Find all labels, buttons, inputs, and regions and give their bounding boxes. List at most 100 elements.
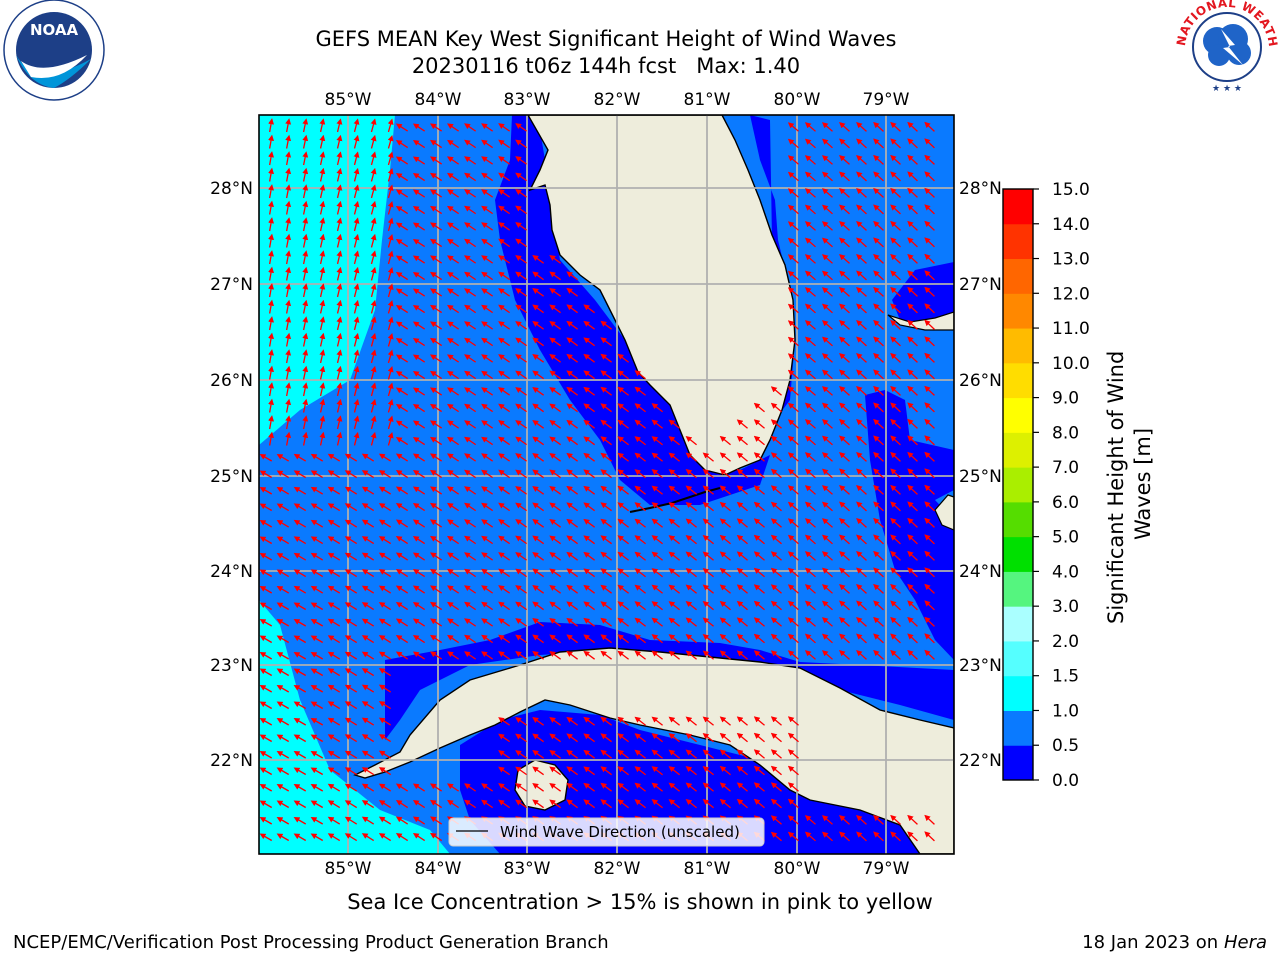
- wind-wave-arrow: [890, 501, 901, 512]
- wind-wave-arrow: [336, 299, 343, 314]
- wind-wave-arrow: [924, 204, 935, 215]
- wind-wave-arrow: [285, 118, 292, 133]
- wind-wave-arrow: [787, 534, 799, 545]
- wind-wave-arrow: [302, 415, 309, 430]
- wind-wave-arrow: [856, 154, 867, 165]
- wind-wave-arrow: [821, 468, 833, 479]
- wind-wave-arrow: [353, 431, 360, 446]
- wind-wave-arrow: [319, 233, 326, 248]
- wind-wave-arrow: [549, 370, 562, 380]
- wind-wave-arrow: [549, 485, 562, 495]
- wind-wave-arrow: [447, 552, 460, 561]
- wind-wave-arrow: [344, 470, 358, 479]
- wind-wave-arrow: [498, 321, 511, 330]
- wind-wave-arrow: [532, 552, 545, 561]
- wind-wave-arrow: [804, 468, 816, 479]
- wind-wave-arrow: [856, 517, 867, 528]
- wind-wave-arrow: [353, 332, 360, 347]
- wind-wave-arrow: [821, 369, 833, 380]
- wind-wave-arrow: [429, 321, 443, 330]
- wind-wave-arrow: [856, 204, 867, 215]
- wind-wave-arrow: [924, 237, 935, 248]
- wind-wave-arrow: [890, 286, 901, 297]
- wind-wave-arrow: [319, 431, 326, 446]
- wind-wave-arrow: [873, 286, 884, 297]
- wind-wave-arrow: [873, 352, 884, 363]
- lon-label: 80°W: [774, 90, 821, 110]
- wind-wave-arrow: [924, 517, 935, 528]
- wind-wave-arrow: [515, 502, 528, 512]
- wind-wave-arrow: [481, 222, 494, 231]
- wind-wave-arrow: [370, 233, 377, 248]
- wind-wave-arrow: [821, 270, 833, 281]
- wind-wave-arrow: [839, 336, 850, 347]
- wind-wave-arrow: [370, 134, 377, 149]
- wind-wave-arrow: [515, 387, 528, 396]
- wind-wave-arrow: [481, 172, 494, 182]
- wind-wave-arrow: [804, 204, 816, 215]
- wind-wave-arrow: [276, 470, 290, 479]
- wind-wave-arrow: [361, 453, 375, 462]
- wind-wave-arrow: [498, 172, 511, 182]
- wind-wave-arrow: [515, 172, 528, 182]
- wind-wave-arrow: [787, 567, 799, 578]
- wind-wave-arrow: [634, 551, 646, 561]
- wind-wave-arrow: [353, 382, 360, 397]
- wind-wave-arrow: [617, 535, 629, 545]
- wind-wave-arrow: [736, 501, 748, 512]
- wind-wave-arrow: [924, 336, 935, 347]
- lat-label: 24°N: [959, 562, 1002, 582]
- wind-wave-arrow: [839, 369, 850, 380]
- wind-wave-arrow: [447, 486, 460, 495]
- wind-wave-arrow: [387, 382, 394, 397]
- wind-wave-arrow: [429, 585, 443, 594]
- wind-wave-arrow: [429, 354, 443, 363]
- wind-wave-arrow: [890, 220, 901, 231]
- wind-wave-arrow: [412, 354, 426, 363]
- wind-wave-arrow: [856, 187, 867, 198]
- wind-wave-arrow: [736, 468, 748, 479]
- wind-wave-arrow: [839, 221, 850, 231]
- colorbar-tick-label: 9.0: [1052, 389, 1079, 409]
- wind-wave-arrow: [319, 382, 326, 397]
- wind-wave-arrow: [787, 369, 799, 380]
- wind-wave-arrow: [447, 123, 460, 132]
- wind-wave-arrow: [856, 418, 867, 429]
- legend-label: Wind Wave Direction (unscaled): [500, 823, 740, 841]
- wind-wave-arrow: [412, 189, 426, 198]
- wind-wave-arrow: [532, 304, 545, 314]
- wind-wave-arrow: [753, 419, 765, 429]
- wind-wave-arrow: [787, 287, 799, 297]
- wind-wave-arrow: [583, 485, 595, 495]
- colorbar-swatch: [1003, 362, 1033, 399]
- wind-wave-arrow: [285, 316, 292, 331]
- wind-wave-arrow: [617, 452, 629, 462]
- wind-wave-arrow: [804, 402, 816, 413]
- wind-wave-arrow: [268, 134, 274, 149]
- wind-wave-arrow: [429, 453, 443, 462]
- wind-wave-arrow: [753, 435, 765, 446]
- wind-wave-arrow: [285, 415, 292, 430]
- wind-wave-arrow: [336, 200, 343, 215]
- wind-wave-arrow: [412, 403, 426, 413]
- wind-wave-arrow: [890, 319, 901, 330]
- wind-wave-arrow: [532, 255, 545, 264]
- wind-wave-arrow: [549, 386, 562, 396]
- wind-wave-arrow: [276, 569, 290, 578]
- wind-wave-arrow: [498, 189, 511, 198]
- wind-wave-arrow: [276, 503, 290, 512]
- wind-wave-arrow: [395, 321, 409, 330]
- wind-wave-arrow: [856, 121, 867, 132]
- wind-wave-arrow: [447, 321, 460, 330]
- wind-wave-arrow: [600, 337, 612, 347]
- wind-wave-arrow: [498, 502, 511, 512]
- wind-wave-arrow: [395, 552, 409, 561]
- wind-wave-arrow: [924, 567, 935, 578]
- wind-wave-arrow: [839, 518, 850, 528]
- wind-wave-arrow: [268, 415, 274, 430]
- wind-wave-arrow: [549, 452, 562, 462]
- wind-wave-arrow: [753, 551, 765, 561]
- wind-wave-arrow: [319, 415, 326, 430]
- wind-wave-arrow: [787, 468, 799, 479]
- wind-wave-arrow: [566, 469, 578, 479]
